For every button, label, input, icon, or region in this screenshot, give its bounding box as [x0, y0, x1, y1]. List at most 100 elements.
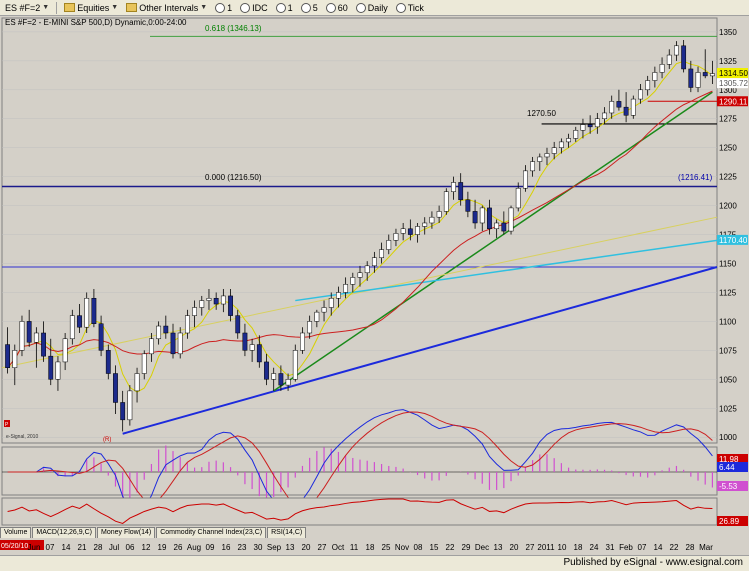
fib-0000-label: 0.000 (1216.50)	[205, 173, 262, 182]
folder-icon	[126, 3, 138, 12]
x-tick-label: 13	[494, 543, 503, 552]
oscillator: 11.986.44 -5.53	[2, 409, 748, 514]
y-tick-label: 1000	[719, 433, 737, 442]
marker-p-box	[4, 420, 10, 427]
x-tick-label: 12	[142, 543, 151, 552]
interval-5-button[interactable]: 5	[298, 1, 321, 15]
dropdown-arrow-icon: ▼	[42, 4, 50, 11]
tab-volume[interactable]: Volume	[0, 527, 32, 538]
tab-rsi[interactable]: RSI(14,C)	[267, 527, 307, 538]
x-tick-label: 26	[174, 543, 183, 552]
price-tag	[717, 68, 748, 79]
x-tick-label: 15	[430, 543, 439, 552]
candle-body	[307, 321, 313, 334]
x-tick-label: 18	[574, 543, 583, 552]
x-tick-label: 13	[286, 543, 295, 552]
osc-tag-label: -5.53	[719, 482, 738, 491]
tab-money-flow[interactable]: Money Flow(14)	[97, 527, 156, 538]
x-tick-label: 29	[462, 543, 471, 552]
candle-body	[364, 265, 370, 274]
candle-body	[300, 332, 305, 351]
candle-body	[235, 315, 241, 334]
x-tick-label: 23	[238, 543, 247, 552]
x-tick-label: Sep	[267, 543, 282, 552]
equities-menu[interactable]: Equities ▼	[61, 1, 121, 15]
interval-5-label: 5	[312, 2, 318, 13]
x-tick-label: 09	[206, 543, 215, 552]
candle-body	[206, 297, 212, 301]
candle-body	[328, 297, 334, 308]
candle-body	[12, 350, 18, 368]
interval-60-button[interactable]: 60	[323, 1, 351, 15]
x-tick-label: Aug	[187, 543, 201, 552]
x-tick-label: 30	[254, 543, 263, 552]
y-tick-label: 1250	[719, 144, 737, 153]
interval-tick-button[interactable]: Tick	[393, 1, 427, 15]
yellow-channel-line	[1, 216, 718, 369]
clock-icon	[325, 2, 336, 13]
candle-body	[630, 98, 636, 116]
date-axis: 05/20/10 Jun 07 14 21 28 Jul 06 12 19 26 Aug 09 16 23…	[0, 540, 713, 552]
candle-body	[256, 344, 262, 363]
candle-body	[5, 344, 11, 368]
candle-body	[199, 300, 205, 308]
candle-body	[264, 361, 269, 380]
clock-icon	[300, 2, 311, 13]
x-tick-label: 20	[302, 543, 311, 552]
interval-daily-button[interactable]: Daily	[353, 1, 391, 15]
rsi-tag-label: 26.89	[719, 517, 740, 526]
candle-body	[429, 216, 435, 224]
candle-body	[55, 361, 61, 380]
candle-body	[602, 112, 607, 119]
x-tick-label: Feb	[619, 543, 633, 552]
candle-body	[573, 130, 579, 139]
x-tick-label: 22	[446, 543, 455, 552]
candle-body	[415, 226, 420, 235]
candles	[5, 40, 715, 432]
candle-body	[681, 45, 687, 70]
candle-body	[702, 72, 708, 77]
candle-body	[285, 379, 291, 386]
candle-body	[242, 332, 248, 351]
candle-body	[220, 295, 226, 305]
candle-body	[638, 89, 643, 100]
candle-body	[91, 297, 97, 324]
watermark: e-Signal, 2010	[6, 434, 38, 440]
candle-body	[508, 207, 514, 232]
footer-text: Published by eSignal - www.esignal.com	[563, 557, 743, 568]
x-tick-label: Nov	[395, 543, 409, 552]
x-tick-label: 21	[78, 543, 87, 552]
tab-cci[interactable]: Commodity Channel Index(23,C)	[156, 527, 267, 538]
y-tick-label: 1150	[719, 260, 737, 269]
fib-right-label: (1216.41)	[678, 173, 713, 182]
x-tick-label: Oct	[332, 543, 345, 552]
interval-idc-button[interactable]: IDC	[237, 1, 271, 15]
x-tick-label: 20	[510, 543, 519, 552]
price-tag	[717, 78, 748, 89]
indicator-tabs: Volume MACD(12,26,9,C) Money Flow(14) Co…	[0, 526, 307, 538]
candle-body	[558, 141, 564, 148]
interval-1-button[interactable]: 1	[212, 1, 235, 15]
other-intervals-menu[interactable]: Other Intervals ▼	[123, 1, 210, 15]
tab-macd[interactable]: MACD(12,26,9,C)	[32, 527, 96, 538]
candle-body	[551, 147, 557, 154]
candle-body	[105, 350, 111, 374]
date-start-label: 05/20/10	[1, 543, 28, 550]
candle-body	[228, 295, 233, 316]
price-chart[interactable]: 1000102510501075110011251150117512001225…	[0, 16, 749, 540]
price-tag-label: 1290.11	[719, 97, 748, 106]
candle-body	[149, 338, 154, 355]
candle-body	[393, 233, 399, 241]
price-tag	[717, 96, 748, 107]
price-pane	[1, 17, 718, 444]
x-tick-label: 25	[382, 543, 391, 552]
folder-icon	[64, 3, 76, 12]
interval-1b-button[interactable]: 1	[273, 1, 296, 15]
marker-r: (R)	[103, 437, 111, 443]
symbol-field[interactable]: ES #F=2 ▼	[2, 1, 52, 15]
candle-body	[33, 332, 39, 343]
x-tick-label: Jun	[28, 543, 41, 552]
candle-body	[48, 355, 54, 380]
interval-idc-label: IDC	[252, 2, 268, 13]
x-tick-label: Jul	[109, 543, 119, 552]
